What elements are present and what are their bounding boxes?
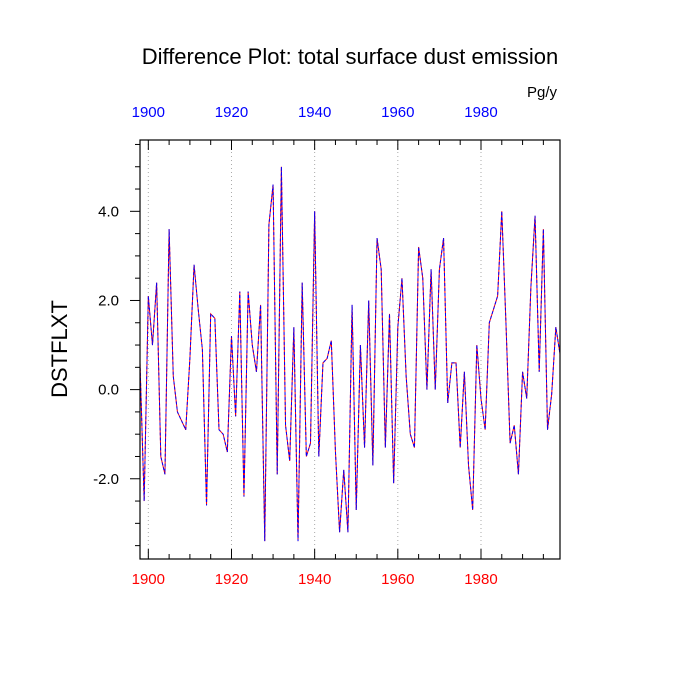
x-tick-label-bottom: 1980 [464, 571, 497, 588]
x-tick-label-top: 1960 [381, 104, 414, 121]
tick-labels: 1900 1900 1920 1920 1940 1940 1960 1960 1980 1980… [93, 104, 498, 588]
y-tick-label: 4.0 [98, 203, 119, 220]
series-line-blue [140, 166, 560, 542]
y-axis-label: DSTFLXT [47, 300, 72, 398]
x-tick-label-top: 1980 [464, 104, 497, 121]
x-tick-label-top: 1900 [132, 104, 165, 121]
chart-title: Difference Plot: total surface dust emis… [142, 44, 559, 69]
series-lines [140, 166, 560, 542]
x-tick-label-top: 1940 [298, 104, 331, 121]
plot-frame [139, 139, 561, 560]
x-tick-label-top: 1920 [215, 104, 248, 121]
x-tick-label-bottom: 1960 [381, 571, 414, 588]
units-label: Pg/y [527, 84, 558, 101]
x-tick-label-bottom: 1940 [298, 571, 331, 588]
x-tick-label-bottom: 1920 [215, 571, 248, 588]
grid-lines [147, 140, 482, 559]
series-line-red [140, 166, 560, 542]
axis-ticks [130, 140, 544, 559]
y-tick-label: -2.0 [93, 471, 119, 488]
y-tick-label: 0.0 [98, 382, 119, 399]
y-tick-label: 2.0 [98, 292, 119, 309]
x-tick-label-bottom: 1900 [132, 571, 165, 588]
